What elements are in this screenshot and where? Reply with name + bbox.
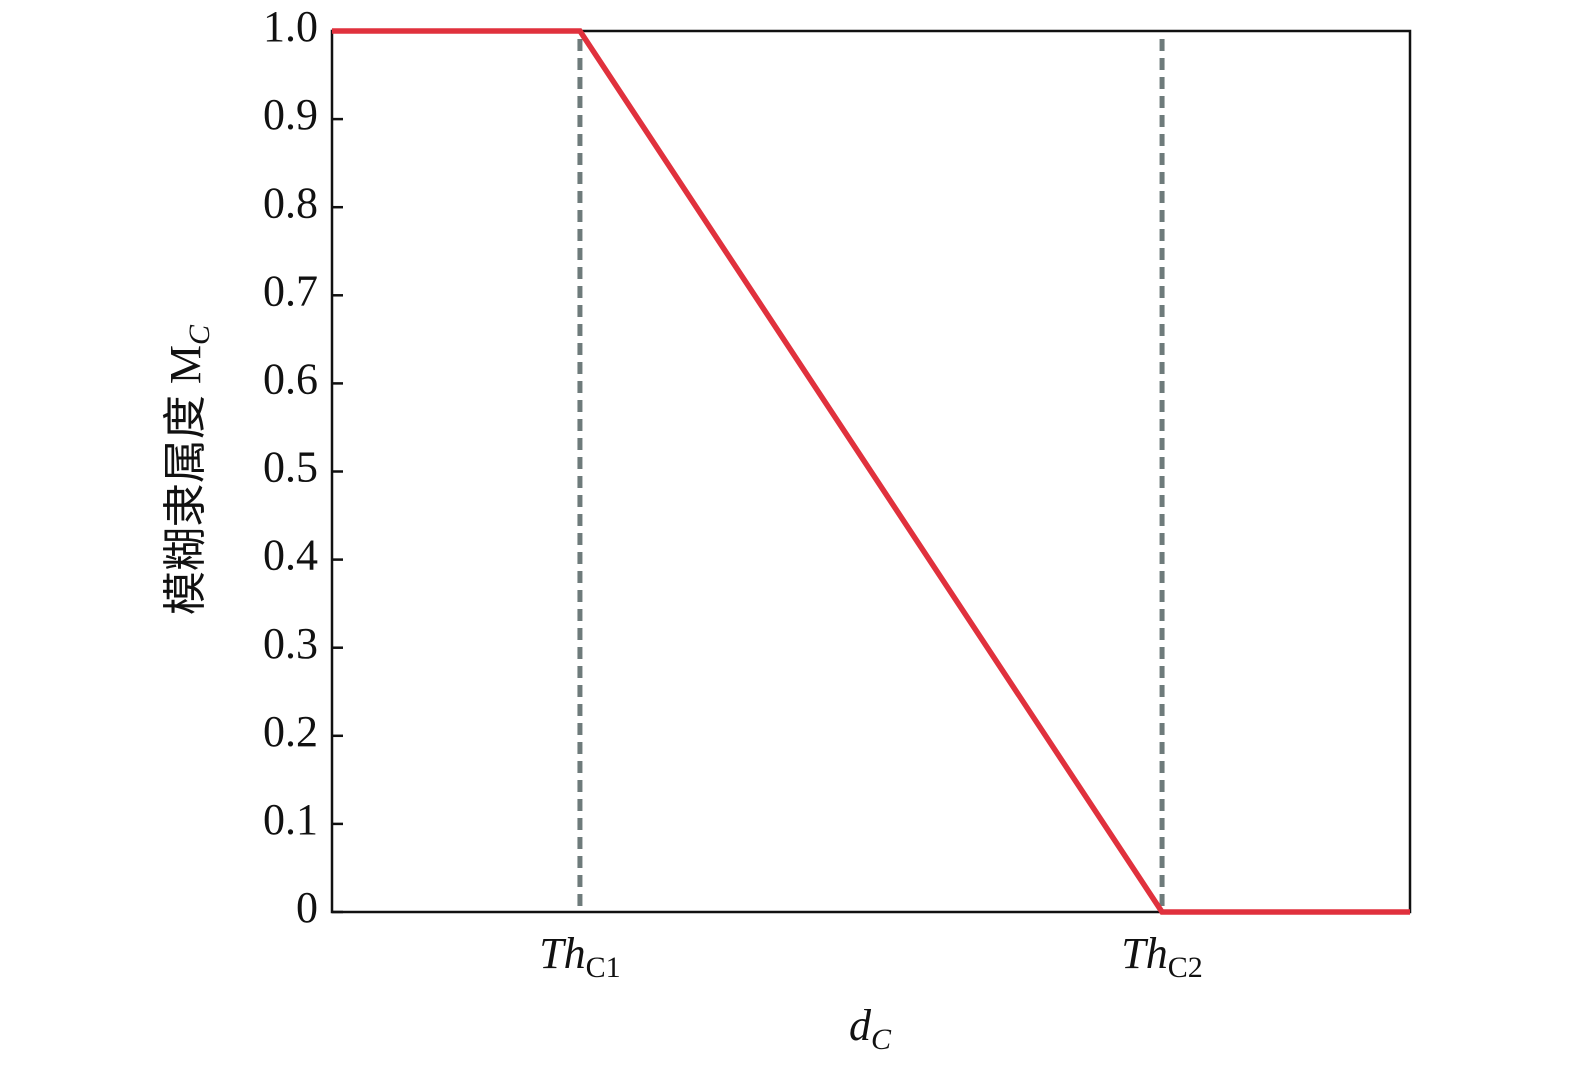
y-tick-label: 0.1 (263, 795, 318, 844)
y-axis-label-sub: C (183, 324, 216, 345)
x-axis-label-sub: C (871, 1023, 892, 1056)
x-tick-label-sub: C1 (586, 951, 621, 984)
data-line (332, 28, 1410, 915)
x-tick-label-main: Th (1121, 929, 1167, 978)
y-tick-label: 0 (296, 883, 318, 932)
y-axis-label: 模糊隶属度 MC (161, 324, 216, 615)
x-tick-label-sub: C2 (1168, 951, 1203, 984)
y-tick-label: 0.7 (263, 266, 318, 315)
y-axis-label-main: 模糊隶属度 M (161, 345, 210, 615)
y-tick-label: 0.6 (263, 354, 318, 403)
y-tick-label: 0.4 (263, 531, 318, 580)
x-axis-label-main: d (849, 1001, 872, 1050)
y-tick-label: 0.3 (263, 619, 318, 668)
y-tick-label: 0.9 (263, 90, 318, 139)
y-tick-label: 0.5 (263, 443, 318, 492)
y-tick-label: 1.0 (263, 2, 318, 51)
y-tick-label: 0.8 (263, 178, 318, 227)
y-tick-label: 0.2 (263, 707, 318, 756)
x-tick-label: ThC2 (1121, 929, 1203, 984)
x-tick-label: ThC1 (539, 929, 621, 984)
x-axis-label: dC (849, 1001, 892, 1056)
x-tick-label-main: Th (539, 929, 585, 978)
